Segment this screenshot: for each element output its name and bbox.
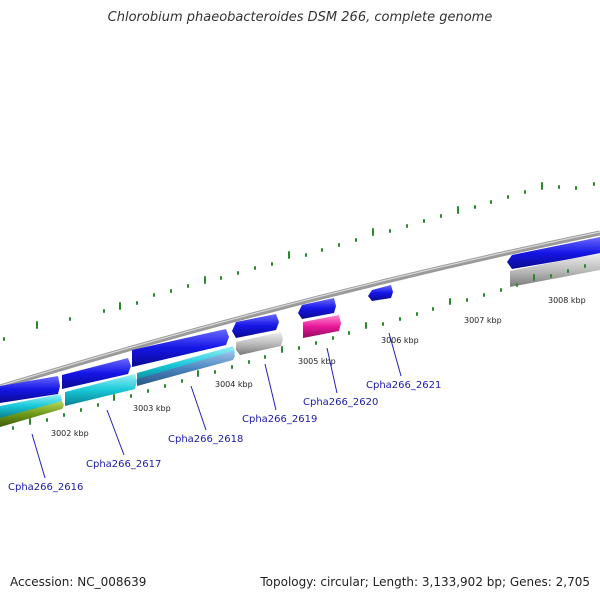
gene-labels: Cpha266_2616 Cpha266_2617 Cpha266_2618 C… — [8, 380, 441, 493]
cds-forward[interactable] — [0, 376, 60, 403]
leader-line — [31, 433, 46, 479]
scale-label: 3006 kbp — [381, 336, 419, 345]
cds-cyan[interactable] — [0, 394, 62, 418]
gene-label[interactable]: Cpha266_2620 — [303, 397, 378, 408]
cds-forward[interactable] — [298, 298, 336, 319]
scale-label: 3004 kbp — [215, 380, 253, 389]
cds-grey[interactable] — [510, 253, 600, 287]
scale-label: 3008 kbp — [548, 296, 586, 305]
inner-tick-row — [12, 264, 586, 430]
cds-magenta[interactable] — [303, 315, 341, 338]
cds-grey[interactable] — [236, 332, 283, 355]
feature-track-2 — [0, 253, 600, 427]
leader-line — [388, 332, 402, 377]
cds-forward[interactable] — [232, 314, 279, 338]
cds-steel[interactable] — [137, 351, 235, 386]
gene-label[interactable]: Cpha266_2618 — [168, 434, 243, 445]
gene-label[interactable]: Cpha266_2621 — [366, 380, 441, 391]
leader-line — [326, 347, 338, 394]
forward-cds-track — [0, 237, 600, 403]
scale-label: 3003 kbp — [133, 404, 171, 413]
genome-backbone — [0, 230, 600, 390]
map-title: Chlorobium phaeobacteroides DSM 266, com… — [107, 10, 493, 25]
accession-text: Accession: NC_008639 — [10, 575, 147, 589]
cds-forward[interactable] — [62, 358, 131, 389]
leader-line — [264, 363, 277, 411]
gene-leader-lines — [31, 332, 402, 479]
cds-olive[interactable] — [0, 401, 64, 427]
cds-forward[interactable] — [368, 285, 393, 301]
leader-line — [190, 385, 207, 431]
outer-tick-row — [3, 182, 595, 341]
scale-label: 3005 kbp — [298, 357, 336, 366]
gene-label[interactable]: Cpha266_2619 — [242, 414, 317, 425]
cds-cyan[interactable] — [65, 374, 137, 406]
scale-labels: 3002 kbp 3003 kbp 3004 kbp 3005 kbp 3006… — [51, 296, 586, 438]
scale-label: 3002 kbp — [51, 429, 89, 438]
gene-label[interactable]: Cpha266_2617 — [86, 459, 161, 470]
cds-forward[interactable] — [132, 329, 229, 367]
cds-forward[interactable] — [507, 237, 600, 269]
leader-line — [106, 409, 125, 456]
scale-label: 3007 kbp — [464, 316, 502, 325]
gene-label[interactable]: Cpha266_2616 — [8, 482, 83, 493]
genome-summary-text: Topology: circular; Length: 3,133,902 bp… — [260, 575, 590, 589]
